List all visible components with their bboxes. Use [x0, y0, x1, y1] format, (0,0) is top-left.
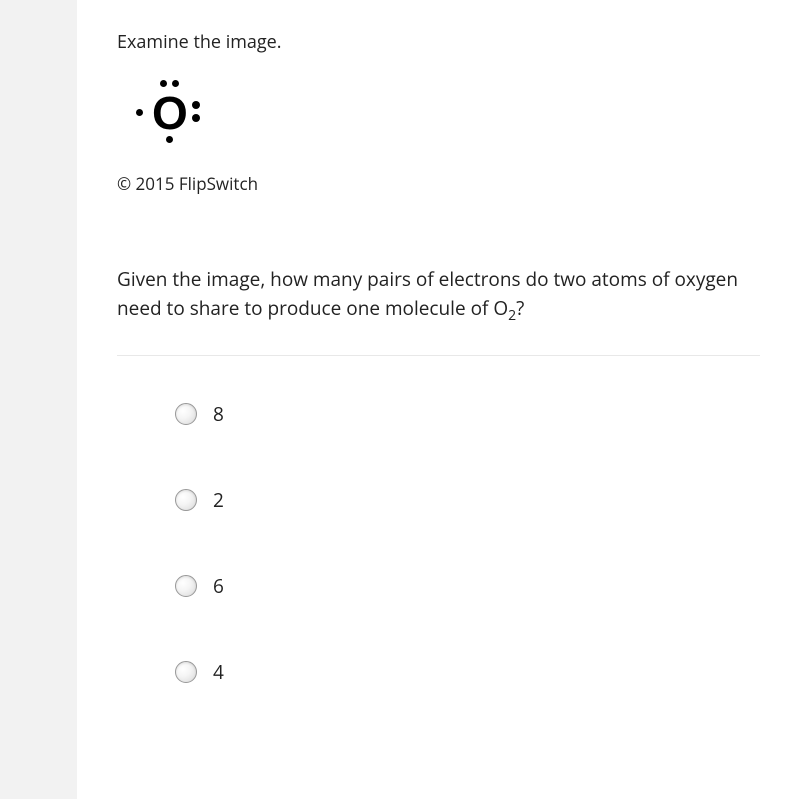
- divider: [117, 355, 760, 356]
- option-row[interactable]: 8: [175, 401, 760, 427]
- electron-dot: [192, 101, 200, 109]
- option-label: 2: [213, 487, 224, 513]
- option-label: 8: [213, 401, 224, 427]
- answer-options: 8 2 6 4: [117, 401, 760, 685]
- question-subscript: 2: [508, 305, 516, 324]
- electron-dot: [192, 114, 200, 122]
- option-row[interactable]: 2: [175, 487, 760, 513]
- copyright-text: © 2015 FlipSwitch: [117, 172, 760, 195]
- instruction-text: Examine the image.: [117, 30, 760, 54]
- radio-button[interactable]: [175, 575, 197, 597]
- left-gutter: [0, 0, 77, 799]
- option-row[interactable]: 6: [175, 573, 760, 599]
- option-label: 6: [213, 573, 224, 599]
- electron-dot: [166, 136, 173, 143]
- atom-symbol: O: [152, 86, 188, 140]
- lewis-structure-diagram: O: [122, 74, 222, 144]
- question-part1: Given the image, how many pairs of elect…: [117, 266, 738, 321]
- radio-button[interactable]: [175, 661, 197, 683]
- radio-button[interactable]: [175, 489, 197, 511]
- question-text: Given the image, how many pairs of elect…: [117, 265, 760, 325]
- electron-dot: [136, 109, 143, 116]
- radio-button[interactable]: [175, 403, 197, 425]
- option-label: 4: [213, 659, 224, 685]
- question-part2: ?: [516, 295, 524, 321]
- option-row[interactable]: 4: [175, 659, 760, 685]
- question-content: Examine the image. O © 2015 FlipSwitch G…: [77, 0, 800, 799]
